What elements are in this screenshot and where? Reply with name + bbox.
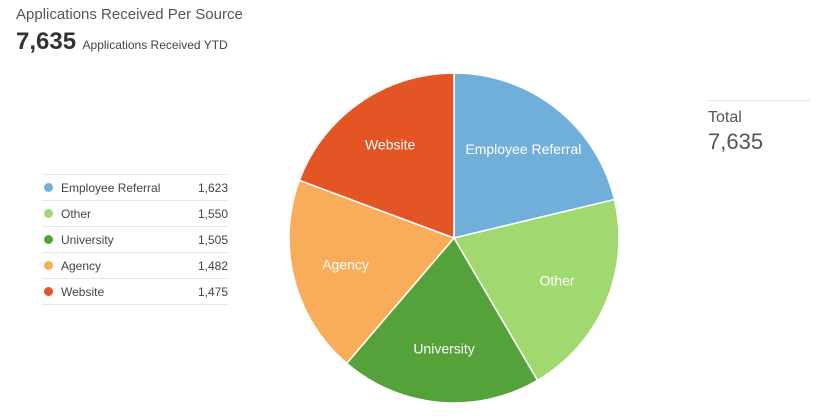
- pie-slice-label-agency: Agency: [322, 257, 369, 273]
- pie-slice-label-employee-referral: Employee Referral: [465, 141, 581, 157]
- legend-item-website[interactable]: Website 1,475: [42, 278, 228, 305]
- chart-legend: Employee Referral 1,623 Other 1,550 Univ…: [42, 174, 228, 305]
- legend-value: 1,623: [197, 180, 228, 195]
- legend-value: 1,475: [197, 284, 228, 299]
- pie-slice-label-university: University: [413, 340, 474, 356]
- legend-item-other[interactable]: Other 1,550: [42, 200, 228, 226]
- legend-label: Employee Referral: [61, 180, 161, 195]
- total-value: 7,635: [708, 129, 764, 154]
- chart-title: Applications Received Per Source: [16, 6, 243, 23]
- legend-swatch: [44, 235, 53, 244]
- legend-label: Other: [61, 206, 92, 221]
- pie-slice-university[interactable]: [345, 236, 539, 404]
- legend-swatch: [44, 287, 53, 296]
- total-summary: Total 7,635: [708, 100, 810, 155]
- kpi-value: 7,635: [16, 28, 77, 55]
- legend-label: University: [61, 232, 114, 247]
- legend-value: 1,482: [197, 258, 228, 273]
- legend-swatch: [44, 183, 53, 192]
- legend-item-employee-referral[interactable]: Employee Referral 1,623: [42, 174, 228, 200]
- pie-slice-label-other: Other: [540, 273, 575, 289]
- legend-item-agency[interactable]: Agency 1,482: [42, 252, 228, 278]
- legend-swatch: [44, 261, 53, 270]
- legend-item-university[interactable]: University 1,505: [42, 226, 228, 252]
- legend-label: Website: [61, 284, 105, 299]
- legend-value: 1,505: [197, 232, 228, 247]
- kpi-caption: Applications Received YTD: [82, 38, 228, 52]
- pie-slice-agency[interactable]: [288, 179, 456, 365]
- legend-swatch: [44, 209, 53, 218]
- kpi-summary: 7,635 Applications Received YTD: [16, 28, 228, 56]
- legend-label: Agency: [61, 258, 102, 273]
- pie-slice-label-website: Website: [365, 137, 416, 153]
- pie-slice-website[interactable]: [298, 72, 455, 240]
- legend-value: 1,550: [197, 206, 228, 221]
- total-label: Total: [708, 109, 742, 126]
- pie-slice-other[interactable]: [452, 198, 620, 382]
- pie-slice-employee-referral[interactable]: [453, 72, 616, 239]
